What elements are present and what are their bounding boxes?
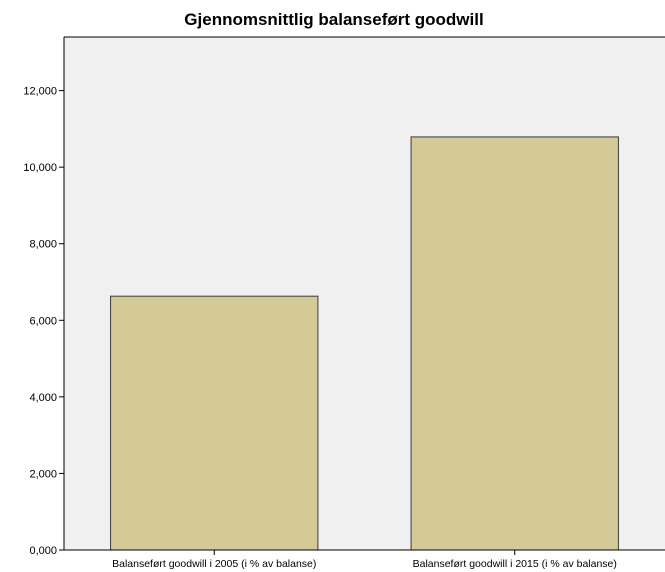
bar-1 bbox=[110, 295, 319, 551]
y-tick-label: 4,000 bbox=[29, 392, 57, 404]
x-category-label: Balanseført goodwill i 2015 (i % av bala… bbox=[413, 558, 617, 570]
y-tick-label: 2,000 bbox=[29, 468, 57, 480]
y-tick-label: 6,000 bbox=[29, 315, 57, 327]
y-tick-label: 12,000 bbox=[23, 86, 57, 98]
y-tick-label: 0,000 bbox=[29, 545, 57, 557]
chart-title: Gjennomsnittlig balanseført goodwill bbox=[184, 10, 483, 29]
x-category-label: Balanseført goodwill i 2005 (i % av bala… bbox=[112, 558, 316, 570]
bar-2 bbox=[410, 136, 619, 551]
y-tick-label: 8,000 bbox=[29, 239, 57, 251]
y-tick-label: 10,000 bbox=[23, 162, 57, 174]
